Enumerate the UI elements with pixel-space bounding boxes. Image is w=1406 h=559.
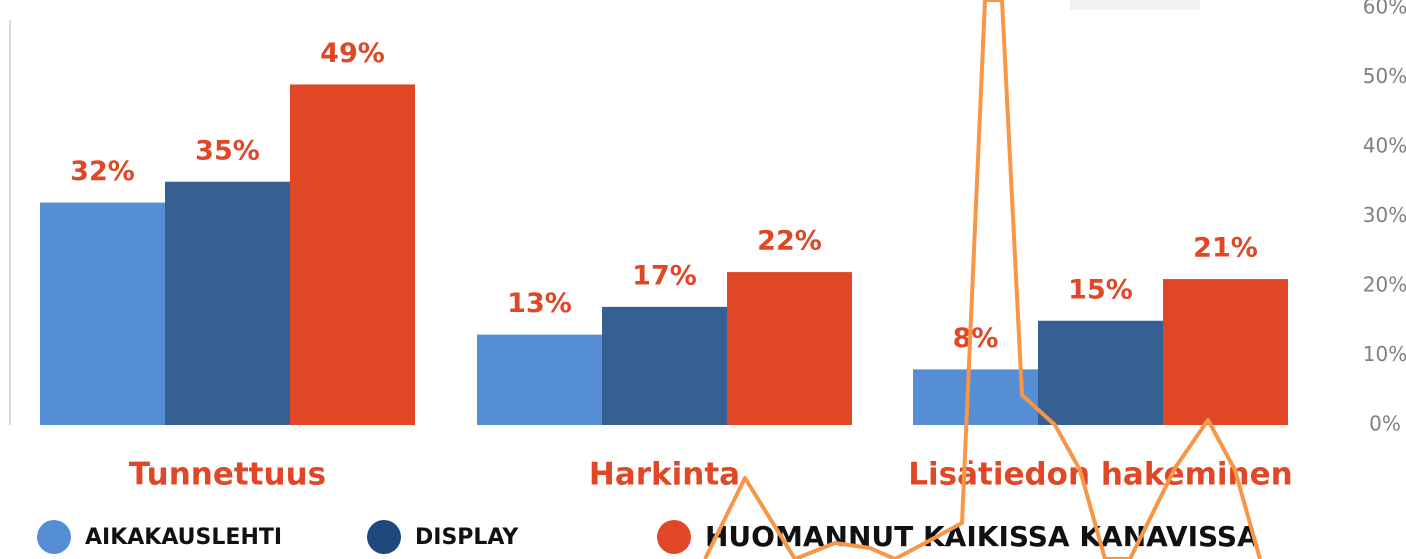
bar xyxy=(1038,321,1163,425)
bar xyxy=(727,272,852,425)
legend-marker xyxy=(37,520,71,554)
x-tick-label: Tunnettuus xyxy=(129,457,326,493)
plot: 0% 10% 20% 30% 40% 50% 60% 32% 35% 49% Tunnettuus 1… xyxy=(37,0,1406,554)
bar xyxy=(602,307,727,425)
bar xyxy=(1163,279,1288,425)
y-tick-label: 50% xyxy=(1363,64,1406,88)
bar xyxy=(165,182,290,425)
legend-label: DISPLAY xyxy=(415,525,519,550)
bar xyxy=(477,335,602,425)
data-label: 22% xyxy=(757,226,822,257)
bar xyxy=(40,203,165,425)
data-label: 49% xyxy=(320,38,385,69)
y-tick-label: 40% xyxy=(1363,134,1406,158)
x-tick-label: Harkinta xyxy=(589,457,740,493)
bar xyxy=(290,84,415,425)
data-label: 8% xyxy=(953,323,999,354)
data-label: 32% xyxy=(70,156,135,187)
thumbnail xyxy=(1070,0,1200,10)
y-tick-label: 60% xyxy=(1363,0,1406,19)
y-tick-label: 10% xyxy=(1363,342,1406,366)
legend-marker xyxy=(657,520,691,554)
y-tick-label: 0% xyxy=(1369,412,1401,436)
data-label: 35% xyxy=(195,135,260,166)
data-label: 21% xyxy=(1193,233,1258,264)
data-label: 13% xyxy=(507,288,572,319)
chart: 0% 10% 20% 30% 40% 50% 60% 32% 35% 49% Tunnettuus 1… xyxy=(0,0,1406,559)
legend-label: AIKAKAUSLEHTI xyxy=(85,525,282,550)
y-tick-label: 20% xyxy=(1363,273,1406,297)
legend-marker xyxy=(367,520,401,554)
data-label: 17% xyxy=(632,260,697,291)
y-tick-label: 30% xyxy=(1363,203,1406,227)
data-label: 15% xyxy=(1068,274,1133,305)
